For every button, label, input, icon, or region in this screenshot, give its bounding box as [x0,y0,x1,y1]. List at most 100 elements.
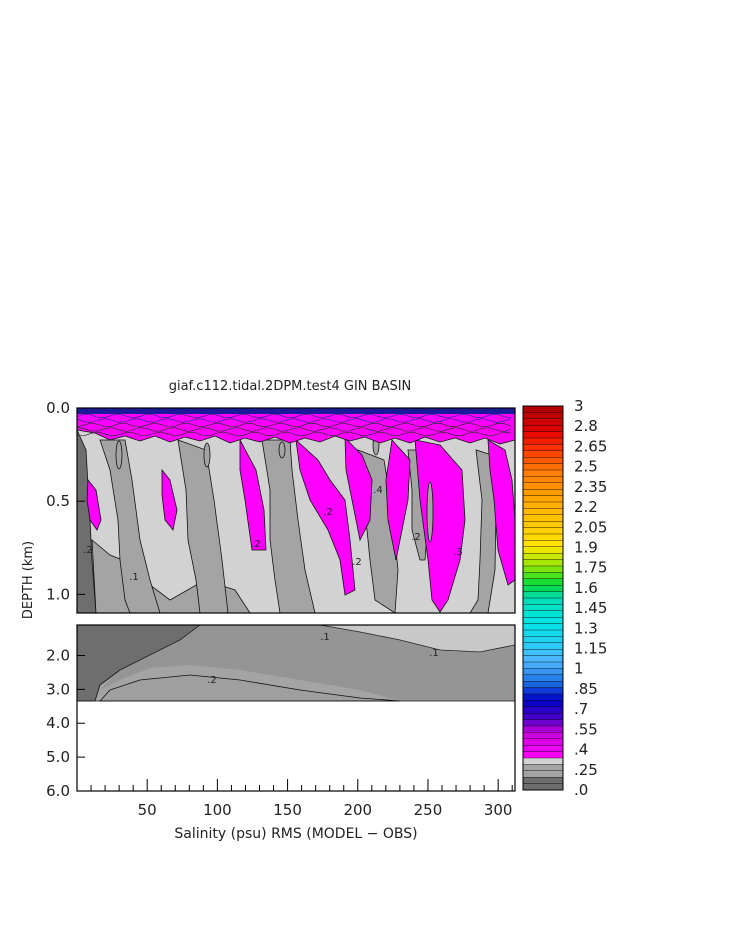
colorbar-swatch [522,431,564,439]
contour-label: .1 [429,648,439,659]
inner-contour-2 [203,442,211,468]
x-axis-label: Salinity (psu) RMS (MODEL − OBS) [174,826,417,842]
colorbar-label: 2.05 [574,518,607,536]
colorbar-swatch [522,444,564,452]
colorbar-swatch [522,745,564,753]
surface-dark-band [77,408,515,414]
y-tick-label: 0.5 [46,492,70,510]
colorbar-swatch [522,687,564,695]
upper-panel-frame [76,407,516,614]
surface-contour-lines [77,413,512,437]
colorbar-label: 1 [574,660,584,678]
colorbar-swatch [522,501,564,509]
contour-label: .2 [83,545,93,556]
colorbar-swatch [522,604,564,612]
contour-label: .2 [352,557,362,568]
surface-contour [77,427,512,432]
contour-label: .1 [320,632,330,643]
colorbar-swatch [522,559,564,567]
colorbar-swatch [522,661,564,669]
x-axis: 50 100 150 200 250 300 [90,779,513,819]
colorbar-label: 1.75 [574,559,607,577]
surface-contour [77,431,512,437]
chart-title: giaf.c112.tidal.2DPM.test4 GIN BASIN [169,379,412,394]
colorbar-swatch [522,668,564,676]
colorbar-swatch [522,546,564,554]
colorbar-swatch [522,751,564,759]
colorbar-swatch [522,764,564,772]
colorbar-label: .55 [574,720,598,738]
y-tick-label: 4.0 [46,714,70,732]
magenta-blob-8 [487,439,515,586]
magenta-blob-4 [295,438,356,596]
lower-darker-right [100,625,515,701]
y-tick-label: 2.0 [46,646,70,664]
colorbar-label: .25 [574,761,598,779]
colorbar-swatch [522,700,564,708]
y-axis-lower: 2.0 3.0 4.0 5.0 6.0 [46,646,85,800]
colorbar-swatch [522,770,564,778]
y-tick-label: 0.0 [46,399,70,417]
y-axis-upper: 0.0 0.5 1.0 [46,399,85,603]
colorbar-swatch [522,418,564,426]
lower-panel-frame [76,624,516,792]
upper-column-2 [177,439,229,613]
colorbar-swatch [522,732,564,740]
colorbar-swatch [522,565,564,573]
colorbar-label: 2.65 [574,437,607,455]
colorbar-swatch [522,463,564,471]
colorbar-label: 2.2 [574,498,598,516]
x-tick-label: 250 [414,801,443,819]
colorbar-swatch [522,777,564,785]
magenta-blob-1 [86,478,102,531]
colorbar-swatch [522,655,564,663]
colorbar-swatch [522,783,564,791]
colorbar-label: .7 [574,700,588,718]
upper-column-3 [261,439,316,613]
colorbar-label: 1.45 [574,599,607,617]
colorbar-swatch [522,527,564,535]
colorbar-swatch [522,469,564,477]
magenta-blob-3 [239,439,267,551]
colorbar-swatch [522,693,564,701]
colorbar-swatch [522,508,564,516]
colorbar-swatch [522,533,564,541]
inner-contour-3 [278,441,286,459]
upper-panel [76,407,516,614]
x-tick-label: 100 [203,801,232,819]
colorbar-swatch [522,489,564,497]
inner-contour-4 [426,481,434,543]
contour-label: .2 [323,507,333,518]
colorbar-swatch [522,457,564,465]
colorbar-swatch [522,681,564,689]
contour-label: .2 [251,539,261,550]
colorbar-frame [522,405,564,791]
y-axis-label: DEPTH (km) [21,541,36,619]
colorbar-label: 2.8 [574,417,598,435]
lower-panel [76,624,516,792]
colorbar-swatch [522,649,564,657]
colorbar-swatch [522,636,564,644]
surface-contour [77,413,512,419]
contour-label: .4 [373,485,383,496]
surface-contour [77,418,512,423]
contour-label: .2 [411,532,421,543]
magenta-blob-6 [385,439,411,561]
colorbar-swatch [522,437,564,445]
magenta-blob-2 [161,468,178,531]
y-tick-label: 5.0 [46,748,70,766]
colorbar-label: 2.35 [574,478,607,496]
x-tick-label: 300 [484,801,513,819]
colorbar-swatch [522,629,564,637]
colorbar-label: .4 [574,741,588,759]
surface-magenta-band [77,408,515,445]
y-tick-label: 3.0 [46,680,70,698]
colorbar-swatch [522,495,564,503]
contour-labels: .1 .1 .1 .2 .2 .2 .2 .2 .2 .3 .4 [83,485,463,686]
colorbar-label: 1.9 [574,538,598,556]
colorbar-swatch [522,405,564,413]
colorbar-swatch [522,674,564,682]
inner-contour-1 [115,440,123,470]
colorbar-swatch [522,591,564,599]
